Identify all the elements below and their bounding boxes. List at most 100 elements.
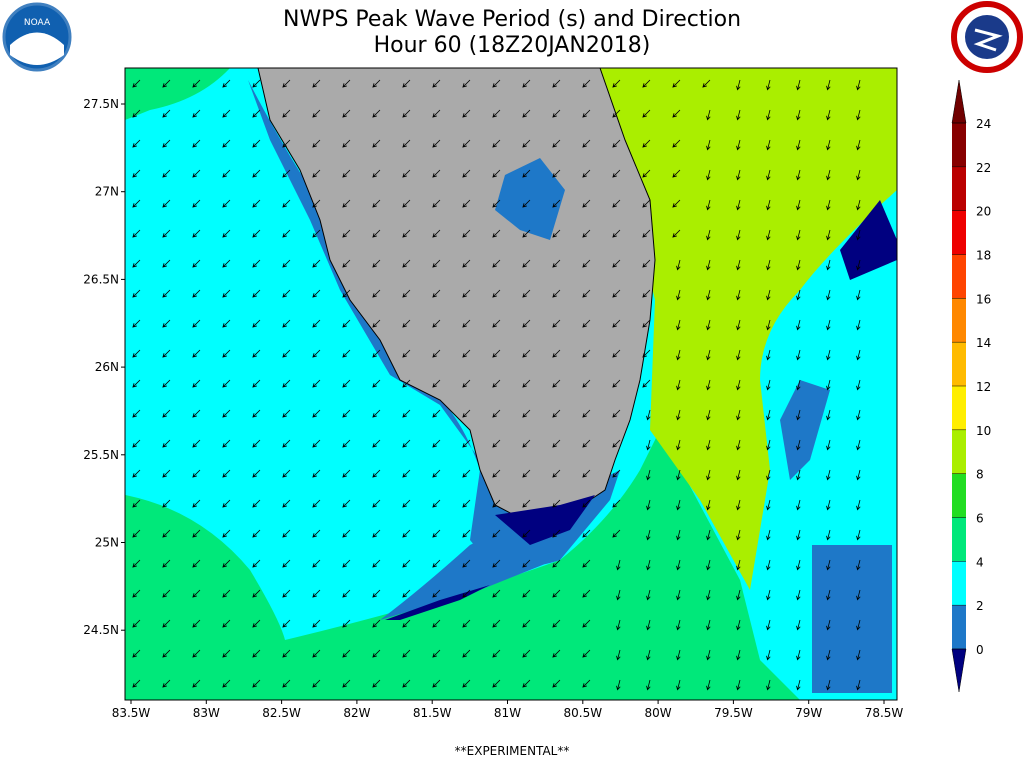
direction-arrow (522, 349, 531, 358)
direction-arrow (342, 259, 351, 268)
direction-arrow (132, 529, 141, 538)
direction-arrow (372, 439, 381, 448)
direction-arrow (736, 499, 741, 511)
direction-arrow (192, 679, 201, 688)
direction-arrow (282, 319, 291, 328)
direction-arrow (162, 169, 171, 178)
direction-arrow (736, 139, 741, 151)
direction-arrow (342, 559, 351, 568)
direction-arrow (462, 229, 471, 238)
direction-arrow (162, 529, 171, 538)
direction-arrow (736, 349, 741, 361)
direction-arrow (706, 679, 711, 691)
colorbar-label: 16 (976, 292, 991, 306)
direction-arrow (522, 439, 531, 448)
direction-arrow (522, 199, 531, 208)
direction-arrow (642, 109, 651, 118)
direction-arrow (132, 139, 141, 148)
direction-arrow (342, 649, 351, 658)
direction-arrow (582, 229, 591, 238)
direction-arrow (552, 349, 561, 358)
direction-arrow (766, 619, 771, 631)
direction-arrow (462, 439, 471, 448)
direction-arrow (736, 589, 741, 601)
direction-arrow (582, 259, 591, 268)
direction-arrow (132, 109, 141, 118)
direction-arrow (432, 679, 441, 688)
direction-arrow (132, 199, 141, 208)
direction-arrow (796, 559, 801, 571)
direction-arrow (222, 79, 231, 88)
direction-arrow (676, 379, 681, 391)
direction-arrow (706, 379, 711, 391)
direction-arrow (462, 169, 471, 178)
direction-arrow (552, 379, 561, 388)
direction-arrow (282, 379, 291, 388)
direction-arrow (252, 469, 261, 478)
direction-arrow (162, 379, 171, 388)
direction-arrow (372, 529, 381, 538)
direction-arrow (522, 409, 531, 418)
colorbar-band (952, 605, 966, 649)
direction-arrow (766, 559, 771, 571)
colorbar-label: 0 (976, 643, 984, 657)
colorbar-band (952, 473, 966, 518)
direction-arrow (462, 349, 471, 358)
direction-arrow (826, 109, 831, 121)
direction-arrow (402, 79, 411, 88)
direction-arrow (432, 319, 441, 328)
direction-arrow (372, 229, 381, 238)
direction-arrow (766, 589, 771, 601)
direction-arrow (796, 79, 801, 91)
direction-arrow (402, 439, 411, 448)
direction-arrow (706, 619, 711, 631)
direction-arrow (282, 649, 291, 658)
direction-arrow (582, 529, 591, 538)
direction-arrow (312, 469, 321, 478)
direction-arrow (522, 379, 531, 388)
direction-arrow (282, 259, 291, 268)
direction-arrow (282, 679, 291, 688)
direction-arrow (252, 259, 261, 268)
direction-arrow (492, 79, 501, 88)
direction-arrow (582, 139, 591, 148)
direction-arrow (282, 469, 291, 478)
direction-arrow (646, 439, 651, 451)
colorbar-label: 22 (976, 161, 991, 175)
direction-arrow (676, 679, 681, 691)
direction-arrow (492, 679, 501, 688)
direction-arrow (582, 289, 591, 298)
direction-arrow (522, 259, 531, 268)
direction-arrow (342, 289, 351, 298)
direction-arrow (462, 109, 471, 118)
colorbar-band (952, 517, 966, 562)
direction-arrow (796, 169, 801, 181)
direction-arrow (342, 679, 351, 688)
direction-arrow (552, 289, 561, 298)
direction-arrow (342, 439, 351, 448)
direction-arrow (402, 229, 411, 238)
lat-label: 26N (95, 360, 119, 374)
direction-arrow (432, 649, 441, 658)
direction-arrow (252, 649, 261, 658)
direction-arrow (402, 649, 411, 658)
direction-arrow (192, 529, 201, 538)
direction-arrow (736, 409, 741, 421)
direction-arrow (372, 319, 381, 328)
direction-arrow (462, 289, 471, 298)
direction-arrow (616, 679, 621, 691)
direction-arrow (402, 259, 411, 268)
direction-arrow (826, 649, 831, 661)
direction-arrow (432, 619, 441, 628)
direction-arrow (706, 529, 711, 541)
direction-arrow (222, 619, 231, 628)
lon-label: 79W (795, 706, 822, 720)
direction-arrow (642, 379, 651, 388)
direction-arrow (492, 499, 501, 508)
direction-arrow (642, 229, 651, 238)
direction-arrow (856, 409, 861, 421)
direction-arrow (616, 589, 621, 601)
direction-arrow (856, 169, 861, 181)
direction-arrow (132, 259, 141, 268)
